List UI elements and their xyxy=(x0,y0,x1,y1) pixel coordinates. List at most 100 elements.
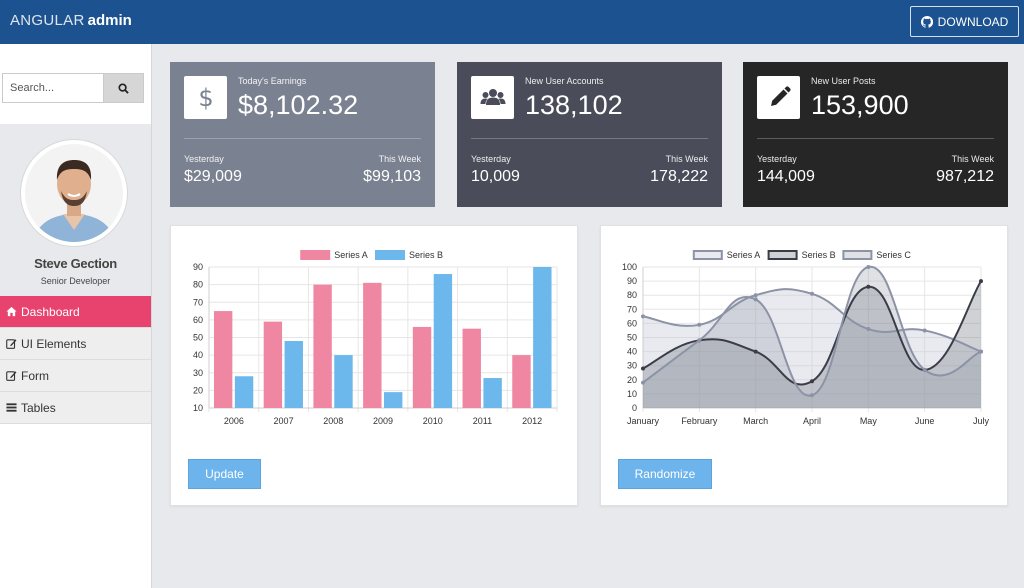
stat-week-label: This Week xyxy=(378,154,421,164)
stat-label: Today's Earnings xyxy=(238,76,307,86)
sidebar-item-form[interactable]: Form xyxy=(0,360,151,392)
users-icon xyxy=(480,88,505,105)
stat-label: New User Posts xyxy=(811,76,876,86)
bar-chart: 10 20 30 40 50 60 70 80 90 2006 2007 2008 2009 2010 20… xyxy=(193,250,558,426)
y-tick-label: 70 xyxy=(627,304,637,314)
stat-divider xyxy=(184,138,421,139)
line-chart-panel: 0 10 20 30 40 50 60 70 80 90 100 January February Mar… xyxy=(600,225,1008,506)
x-tick-label: January xyxy=(627,416,660,426)
y-tick-label: 30 xyxy=(193,368,203,378)
y-tick-label: 20 xyxy=(627,375,637,385)
point-series-c xyxy=(866,265,871,269)
bar-series-b xyxy=(383,392,403,408)
x-tick-label: July xyxy=(973,416,990,426)
x-tick-label: 2006 xyxy=(224,416,244,426)
user-profile: Steve Gection Senior Developer xyxy=(0,124,151,296)
x-tick-label: 2009 xyxy=(373,416,393,426)
stat-divider xyxy=(757,138,994,139)
x-tick-label: 2008 xyxy=(323,416,343,426)
point-series-a xyxy=(866,327,871,332)
stat-divider xyxy=(471,138,708,139)
search-button[interactable] xyxy=(103,73,144,103)
y-tick-label: 80 xyxy=(627,290,637,300)
sidebar-item-tables[interactable]: Tables xyxy=(0,392,151,424)
x-tick-label: June xyxy=(915,416,935,426)
sidebar-item-label: Form xyxy=(21,368,49,383)
point-series-c xyxy=(810,393,814,398)
y-tick-label: 90 xyxy=(193,262,203,272)
brand-logo[interactable]: ANGULAR admin xyxy=(10,12,132,29)
line-chart: 0 10 20 30 40 50 60 70 80 90 100 January February Mar… xyxy=(622,250,990,426)
stat-card-earnings: $ Today's Earnings $8,102.32 Yesterday $… xyxy=(170,62,435,207)
legend-swatch xyxy=(767,250,798,260)
update-button[interactable]: Update xyxy=(188,459,261,489)
bar-series-b xyxy=(234,376,254,408)
point-series-c xyxy=(979,349,983,354)
y-tick-label: 50 xyxy=(627,333,637,343)
bar-series-a xyxy=(462,328,481,408)
bar-series-a xyxy=(213,311,233,408)
point-series-c xyxy=(641,380,645,385)
legend-swatch xyxy=(375,250,405,260)
y-tick-label: 50 xyxy=(193,333,203,343)
point-series-a xyxy=(641,314,645,319)
legend-swatch xyxy=(842,250,873,260)
home-icon xyxy=(6,306,17,317)
bar-series-b xyxy=(284,341,303,408)
legend-label: Series C xyxy=(876,250,911,260)
sidebar: Steve Gection Senior Developer Dashboard… xyxy=(0,44,152,588)
dollar-icon: $ xyxy=(198,85,213,111)
stat-yesterday-label: Yesterday xyxy=(184,154,224,164)
point-series-a xyxy=(753,293,758,298)
point-series-c xyxy=(922,367,927,372)
sidebar-item-dashboard[interactable]: Dashboard xyxy=(0,296,151,328)
line-series-c xyxy=(642,265,982,397)
area-series-b xyxy=(643,281,981,408)
x-tick-label: February xyxy=(681,416,718,426)
list-icon xyxy=(6,403,17,412)
point-series-b xyxy=(810,379,814,384)
point-series-a xyxy=(697,322,702,327)
randomize-button[interactable]: Randomize xyxy=(618,459,712,489)
search-icon xyxy=(118,82,129,94)
stat-icon-box xyxy=(757,76,800,119)
sidebar-item-ui-elements[interactable]: UI Elements xyxy=(0,328,151,360)
bar-series-b xyxy=(533,267,552,408)
stat-week-value: 987,212 xyxy=(936,168,994,185)
point-series-a xyxy=(810,291,814,296)
y-tick-label: 10 xyxy=(193,403,203,413)
bar-series-a xyxy=(512,355,531,408)
y-tick-label: 40 xyxy=(193,350,203,360)
download-button[interactable]: DOWNLOAD xyxy=(910,6,1019,37)
search-input[interactable] xyxy=(2,73,103,103)
y-tick-label: 100 xyxy=(622,262,637,272)
y-tick-label: 10 xyxy=(627,389,637,399)
bar-series-a xyxy=(363,282,382,408)
bar-series-a xyxy=(263,321,283,408)
edit-icon xyxy=(6,339,17,349)
point-series-c xyxy=(697,338,702,343)
sidebar-item-label: UI Elements xyxy=(21,336,87,351)
stat-yesterday-value: $29,009 xyxy=(184,168,242,185)
profile-name: Steve Gection xyxy=(34,256,117,271)
bar-series-a xyxy=(412,326,432,408)
x-tick-label: 2010 xyxy=(423,416,443,426)
brand-bold-text: admin xyxy=(87,12,132,29)
github-icon xyxy=(920,15,933,28)
profile-role: Senior Developer xyxy=(40,276,111,286)
area-series-a xyxy=(643,289,981,408)
svg-text:$: $ xyxy=(198,85,213,111)
stat-label: New User Accounts xyxy=(525,76,604,86)
top-navbar: ANGULAR admin DOWNLOAD xyxy=(0,0,1024,44)
stat-icon-box xyxy=(471,76,514,119)
avatar[interactable] xyxy=(21,140,127,246)
y-tick-label: 30 xyxy=(627,361,637,371)
stat-value: $8,102.32 xyxy=(238,90,359,120)
y-tick-label: 70 xyxy=(193,297,203,307)
edit-icon xyxy=(6,371,17,381)
search-box xyxy=(2,73,144,103)
pencil-icon xyxy=(770,85,791,106)
y-tick-label: 0 xyxy=(632,403,637,413)
y-tick-label: 60 xyxy=(627,318,637,328)
y-tick-label: 90 xyxy=(627,276,637,286)
